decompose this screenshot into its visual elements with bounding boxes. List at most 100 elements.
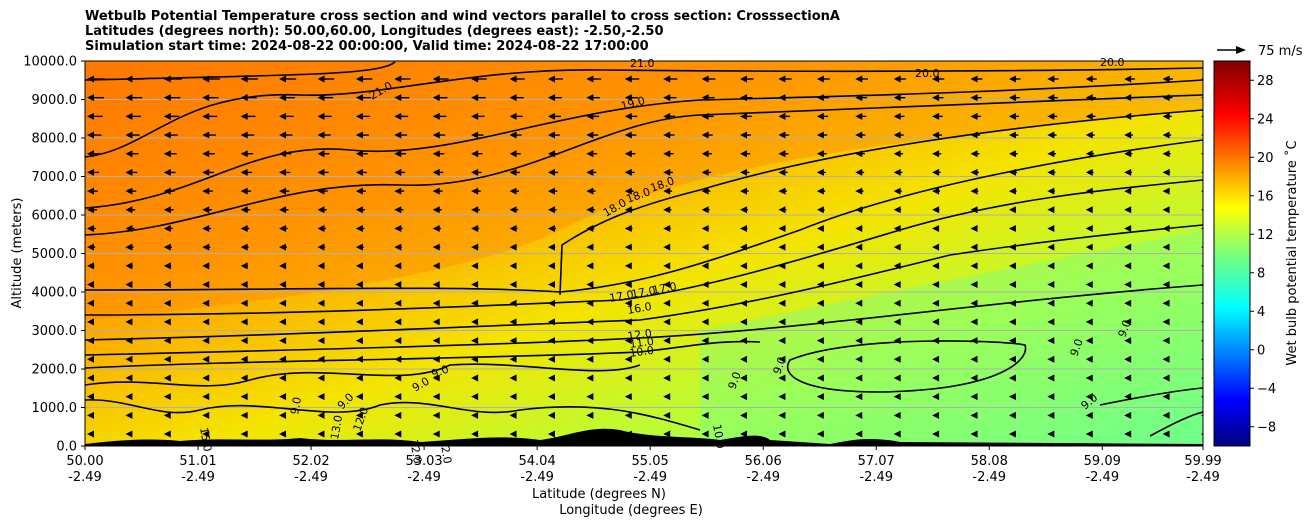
wind-vector — [701, 224, 710, 232]
wind-vector — [701, 262, 709, 270]
wind-vector — [1047, 131, 1057, 139]
terrain-silhouette — [85, 428, 1203, 446]
wind-vector — [1124, 150, 1133, 158]
wind-vector — [317, 94, 334, 102]
contour-label: 17.0 — [630, 284, 656, 301]
wind-vector — [1162, 112, 1172, 120]
wind-vector — [394, 262, 402, 270]
wind-vector — [970, 94, 982, 102]
wind-vector — [547, 374, 555, 382]
wind-vector — [624, 150, 636, 158]
wind-vector — [471, 168, 482, 176]
wind-vector — [432, 206, 442, 214]
wind-vector — [932, 374, 940, 382]
wind-vector — [1124, 393, 1132, 401]
x-tick-label-longitude: -2.49 — [633, 470, 667, 485]
wind-vector — [855, 224, 863, 232]
wind-vector — [240, 94, 257, 102]
wind-vector — [240, 150, 254, 158]
wind-vector — [432, 224, 441, 232]
wind-vector — [701, 355, 709, 363]
wind-vector — [932, 393, 940, 401]
wind-vector — [932, 430, 940, 438]
wind-vector — [1162, 355, 1170, 363]
wind-vector — [855, 168, 865, 176]
wind-vector — [816, 411, 824, 419]
wind-vector — [240, 374, 248, 382]
wind-vector — [701, 374, 709, 382]
contour-label: 15.0 — [197, 426, 214, 452]
wind-vector — [701, 75, 716, 83]
y-tick-label: 3000.0 — [32, 324, 78, 339]
wind-vector — [509, 112, 523, 120]
wind-vector — [471, 430, 479, 438]
colorbar-tick-label: 28 — [1257, 74, 1274, 89]
colorbar-tick-label: 16 — [1257, 189, 1274, 204]
wind-vector — [1124, 206, 1132, 214]
wind-vector — [1008, 430, 1016, 438]
wind-vector — [970, 206, 978, 214]
wind-vector — [432, 355, 440, 363]
wind-vector — [1008, 299, 1016, 307]
wind-vector — [355, 393, 363, 401]
wind-vector — [663, 374, 671, 382]
wind-vector — [586, 318, 594, 326]
wind-vector — [279, 299, 287, 307]
wind-vector — [509, 75, 525, 83]
contour-line — [85, 363, 641, 387]
wind-vector — [663, 262, 671, 270]
contour-line — [1149, 411, 1203, 437]
wind-vector — [509, 243, 517, 251]
wind-vector — [778, 206, 787, 214]
wind-vector — [87, 131, 102, 139]
wind-vector — [240, 393, 248, 401]
wind-vector — [509, 206, 519, 214]
wind-vector — [624, 243, 632, 251]
wind-vector — [471, 150, 483, 158]
wind-vector — [317, 131, 331, 139]
wind-vector — [394, 393, 402, 401]
wind-vector — [1124, 299, 1132, 307]
wind-vector — [394, 430, 402, 438]
wind-vector — [932, 112, 943, 120]
wind-vector — [1008, 262, 1016, 270]
wind-vector — [1008, 206, 1017, 214]
wind-vector — [163, 243, 172, 251]
contour-label: 11.0 — [629, 335, 655, 351]
wind-vector — [1085, 206, 1093, 214]
wind-vector — [855, 75, 868, 83]
wind-vector — [87, 299, 94, 307]
x-tick-label-latitude: 57.07 — [858, 454, 895, 469]
wind-vector — [355, 206, 366, 214]
contour-line — [85, 340, 761, 369]
wind-vector — [125, 224, 135, 232]
x-tick-label-longitude: -2.49 — [294, 470, 328, 485]
wind-vector — [509, 224, 518, 232]
wind-vector — [740, 355, 748, 363]
wind-vector — [1047, 355, 1055, 363]
wind-vector — [1008, 393, 1016, 401]
wind-vector — [125, 150, 139, 158]
wind-vector — [394, 75, 411, 83]
wind-vector — [355, 75, 373, 83]
title-line-3: Simulation start time: 2024-08-22 00:00:… — [85, 39, 649, 54]
wind-vector — [970, 281, 978, 289]
wind-vector — [279, 374, 287, 382]
wind-vector — [1085, 430, 1093, 438]
wind-vector — [279, 168, 291, 176]
wind-vector — [547, 187, 558, 195]
wind-vector — [1008, 131, 1019, 139]
wind-vector — [1162, 430, 1170, 438]
wind-vector — [547, 355, 555, 363]
colorbar-tick-label: 0 — [1257, 343, 1265, 358]
wind-vector — [87, 224, 97, 232]
wind-vector — [355, 262, 363, 270]
wind-vector — [701, 168, 712, 176]
wind-vector — [317, 224, 326, 232]
x-axis-label-latitude: Latitude (degrees N) — [532, 487, 666, 502]
wind-vector — [663, 75, 678, 83]
wind-vector — [970, 262, 978, 270]
wind-vector — [240, 299, 248, 307]
y-tick-label: 5000.0 — [32, 247, 78, 262]
wind-vector — [317, 374, 325, 382]
